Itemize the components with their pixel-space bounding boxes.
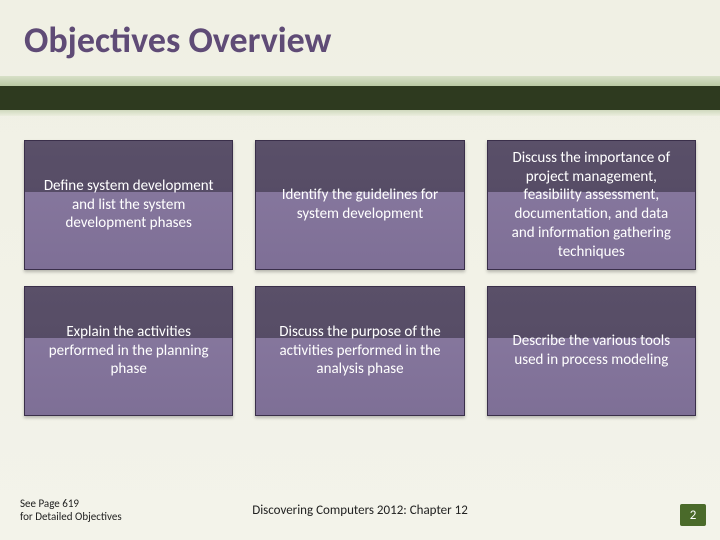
objective-text: Discuss the purpose of the activities pe… <box>270 323 449 379</box>
footer-center: Discovering Computers 2012: Chapter 12 <box>0 503 720 518</box>
accent-band <box>0 76 720 116</box>
objective-text: Discuss the importance of project manage… <box>502 149 681 262</box>
slide-title: Objectives Overview <box>24 18 331 62</box>
slide: Objectives Overview Define system develo… <box>0 0 720 540</box>
accent-band-light2 <box>0 110 720 116</box>
accent-band-dark <box>0 86 720 110</box>
objective-text: Define system development and list the s… <box>39 177 218 233</box>
objective-card: Discuss the purpose of the activities pe… <box>255 286 464 416</box>
objective-text: Describe the various tools used in proce… <box>502 332 681 370</box>
objectives-grid: Define system development and list the s… <box>24 140 696 416</box>
objective-card: Identify the guidelines for system devel… <box>255 140 464 270</box>
objective-card: Discuss the importance of project manage… <box>487 140 696 270</box>
objective-card: Define system development and list the s… <box>24 140 233 270</box>
objective-text: Identify the guidelines for system devel… <box>270 186 449 224</box>
objective-card: Describe the various tools used in proce… <box>487 286 696 416</box>
accent-band-light <box>0 76 720 86</box>
objective-card: Explain the activities performed in the … <box>24 286 233 416</box>
page-number: 2 <box>680 504 706 526</box>
objective-text: Explain the activities performed in the … <box>39 323 218 379</box>
